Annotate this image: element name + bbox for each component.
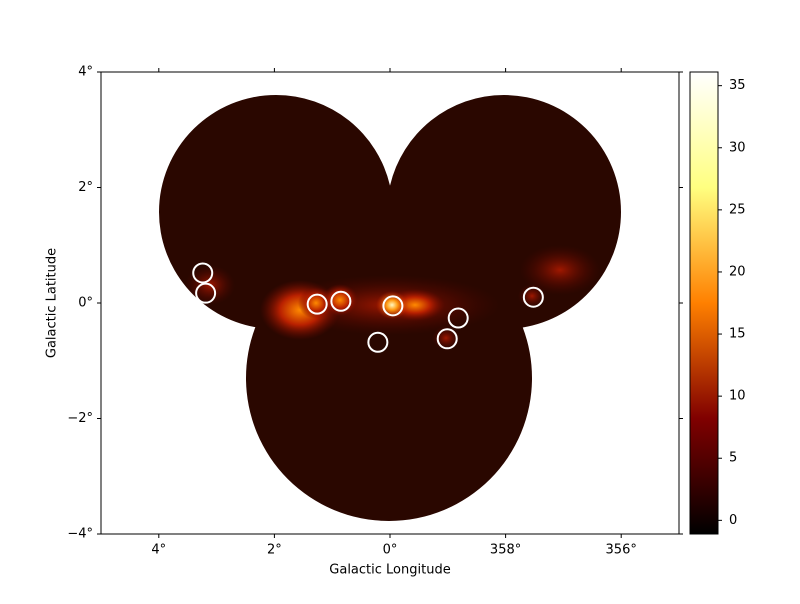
x-tick-label: 2° [267, 543, 282, 558]
source-marker [192, 262, 214, 284]
count-map [159, 95, 621, 521]
source-marker [382, 295, 404, 317]
colorbar [689, 71, 719, 535]
source-marker [330, 290, 352, 312]
source-marker [447, 307, 469, 329]
source-marker [195, 282, 217, 304]
y-tick-label: −4° [67, 527, 93, 542]
source-marker [306, 293, 328, 315]
colorbar-tick-label: 20 [729, 264, 746, 279]
colorbar-tick-label: 10 [729, 389, 746, 404]
source-marker [367, 331, 389, 353]
source-marker [436, 328, 458, 350]
colorbar-tick-label: 25 [729, 202, 746, 217]
x-tick-label: 356° [606, 543, 637, 558]
colorbar-tick-label: 30 [729, 140, 746, 155]
x-tick-label: 358° [490, 543, 521, 558]
y-tick-label: 0° [78, 296, 93, 311]
y-tick-label: −2° [67, 411, 93, 426]
x-tick-label: 4° [151, 543, 166, 558]
source-marker [522, 286, 544, 308]
x-tick-label: 0° [383, 543, 398, 558]
y-axis-label: Galactic Latitude [45, 248, 60, 358]
x-axis-label: Galactic Longitude [329, 563, 450, 578]
colorbar-tick-label: 5 [729, 451, 737, 466]
colorbar-tick-label: 0 [729, 513, 737, 528]
colorbar-tick-label: 35 [729, 78, 746, 93]
colorbar-tick-label: 15 [729, 327, 746, 342]
y-tick-label: 2° [78, 180, 93, 195]
y-tick-label: 4° [78, 65, 93, 80]
